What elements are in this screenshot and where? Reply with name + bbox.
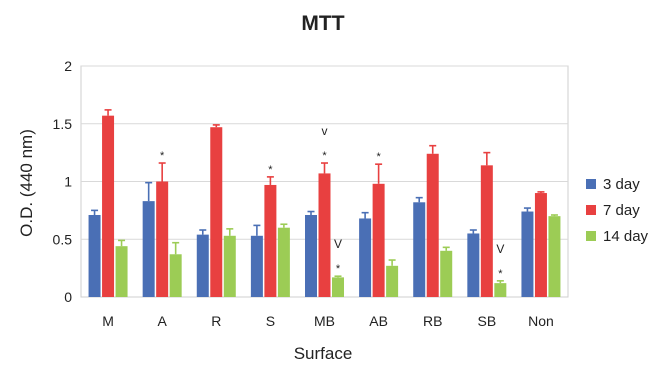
y-axis-label: O.D. (440 nm) [17,129,36,237]
bar [426,153,439,297]
bar [332,277,344,297]
bar [372,183,385,297]
bar [548,216,561,297]
annotation-mark: * [376,151,381,163]
legend-label: 3 day [603,176,640,193]
x-tick-label: RB [423,313,442,329]
bar [88,214,101,297]
x-tick-label: AB [369,313,388,329]
bar [210,127,223,297]
annotation-mark: V [334,237,342,251]
annotation-mark: * [322,150,327,162]
legend: 3 day 7 day 14 day [586,176,649,245]
legend-swatch [586,179,596,189]
bar [480,165,493,297]
bar [102,115,115,297]
bar [359,218,372,297]
bar [318,173,331,297]
annotation-mark: * [268,164,273,176]
annotation-mark: V [496,242,504,256]
bar [223,235,236,297]
x-tick-label: A [157,313,167,329]
annotation-mark: * [498,268,503,280]
x-tick-label: Non [528,313,554,329]
x-tick-label: R [211,313,221,329]
chart-title: MTT [301,12,344,35]
bar [156,181,169,297]
y-axis-ticks: 0 0.5 1 1.5 2 [53,58,73,305]
legend-label: 14 day [603,228,649,245]
bar [467,233,480,297]
y-tick-label: 0.5 [53,231,73,247]
bar [521,211,534,297]
bar [305,214,317,297]
bar [250,235,263,297]
bar [169,254,182,297]
bar [386,265,399,297]
bars [88,115,561,297]
bar [277,227,290,297]
legend-swatch [586,231,596,241]
bar [264,184,277,297]
y-tick-label: 1 [64,174,72,190]
bar [142,201,155,297]
x-axis-label: Surface [294,344,353,363]
x-tick-label: MB [314,313,335,329]
bar [440,250,453,297]
legend-swatch [586,205,596,215]
bar [196,234,209,297]
x-axis-ticks: M A R S MB AB RB SB Non [102,313,554,329]
annotation-mark: v [322,124,328,138]
y-tick-label: 0 [64,289,72,305]
error-bars [91,109,558,284]
annotation-mark: * [336,263,341,275]
x-tick-label: S [266,313,275,329]
y-tick-label: 1.5 [53,116,73,132]
x-tick-label: M [102,313,114,329]
x-tick-label: SB [477,313,496,329]
bar [534,193,547,297]
legend-label: 7 day [603,202,640,219]
bar [494,283,507,297]
annotation-mark: * [160,150,165,162]
significance-annotations: * * * v * * V * V [160,124,504,280]
bar [115,246,128,297]
bar [413,202,426,297]
y-tick-label: 2 [64,58,72,74]
